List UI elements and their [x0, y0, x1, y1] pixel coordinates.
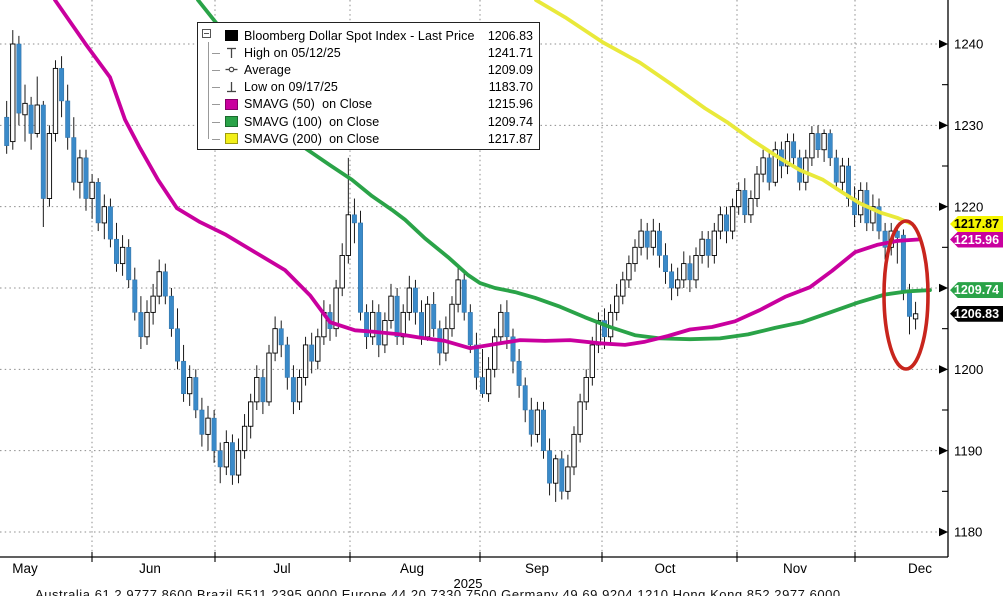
- legend-collapse-icon[interactable]: [202, 29, 211, 38]
- x-axis-year-label: 2025: [453, 576, 483, 591]
- x-axis-month-jul: Jul: [273, 561, 291, 576]
- x-axis-month-nov: Nov: [782, 561, 808, 576]
- legend-label: SMAVG (100) on Close: [244, 114, 380, 129]
- legend-row-6[interactable]: SMAVG (100) on Close 1209.74: [202, 113, 533, 130]
- legend-row-7[interactable]: SMAVG (200) on Close 1217.87: [202, 130, 533, 147]
- smavg200-line: [534, 0, 914, 226]
- legend-label: SMAVG (50) on Close: [244, 97, 373, 112]
- svg-text:1200: 1200: [954, 362, 983, 377]
- legend-label: Bloomberg Dollar Spot Index - Last Price: [244, 28, 475, 43]
- svg-text:1190: 1190: [954, 443, 982, 458]
- legend-value: 1215.96: [487, 97, 533, 112]
- legend-value: 1209.09: [487, 62, 533, 77]
- legend-value: 1183.70: [488, 80, 533, 95]
- legend-label: High on 05/12/25: [244, 45, 341, 60]
- legend-row-4[interactable]: Low on 09/17/25 1183.70: [202, 79, 533, 96]
- legend-label: Low on 09/17/25: [244, 80, 338, 95]
- smavg-color-swatch: [224, 98, 239, 111]
- legend-row-5[interactable]: SMAVG (50) on Close 1215.96: [202, 96, 533, 113]
- legend-row-1[interactable]: Bloomberg Dollar Spot Index - Last Price…: [202, 27, 533, 44]
- candlesticks: [4, 30, 919, 502]
- svg-text:1230: 1230: [954, 118, 983, 133]
- price-tag-1206.83: 1206.83: [950, 305, 1003, 322]
- x-axis-month-oct: Oct: [654, 561, 676, 576]
- axes: [0, 0, 949, 562]
- legend-value: 1209.74: [487, 114, 533, 129]
- footer-contact-ticker: Australia 61 2 9777 8600 Brazil 5511 239…: [35, 587, 841, 596]
- legend-row-2[interactable]: High on 05/12/25 1241.71: [202, 44, 533, 61]
- x-axis-month-sep: Sep: [524, 561, 550, 576]
- price-tag-1217.87: 1217.87: [950, 215, 1003, 232]
- legend-row-3[interactable]: Average 1209.09: [202, 61, 533, 78]
- svg-text:1220: 1220: [954, 199, 983, 214]
- red-ellipse-annotation: [882, 219, 930, 371]
- avg-marker: [224, 63, 239, 76]
- smavg50-line: [53, 0, 920, 351]
- high-marker: [224, 46, 239, 59]
- x-axis-month-aug: Aug: [399, 561, 425, 576]
- legend-tree-line: [208, 42, 209, 139]
- legend-value: 1217.87: [487, 131, 533, 146]
- smavg-color-swatch: [224, 115, 239, 128]
- legend-label: Average: [244, 62, 292, 77]
- svg-text:1180: 1180: [954, 525, 982, 540]
- x-axis-month-dec: Dec: [907, 561, 933, 576]
- chart-legend[interactable]: Bloomberg Dollar Spot Index - Last Price…: [197, 22, 540, 150]
- legend-value: 1241.71: [487, 45, 533, 60]
- legend-value: 1206.83: [487, 28, 533, 43]
- svg-text:1240: 1240: [954, 37, 983, 52]
- price-tag-1215.96: 1215.96: [950, 231, 1003, 248]
- series-color-swatch: [224, 29, 239, 42]
- low-marker: [224, 81, 239, 94]
- smavg100-line: [196, 0, 932, 342]
- smavg-color-swatch: [224, 132, 239, 145]
- x-axis-month-may: May: [12, 561, 38, 576]
- legend-label: SMAVG (200) on Close: [244, 131, 380, 146]
- x-axis-month-jun: Jun: [139, 561, 161, 576]
- price-tag-1209.74: 1209.74: [950, 282, 1003, 299]
